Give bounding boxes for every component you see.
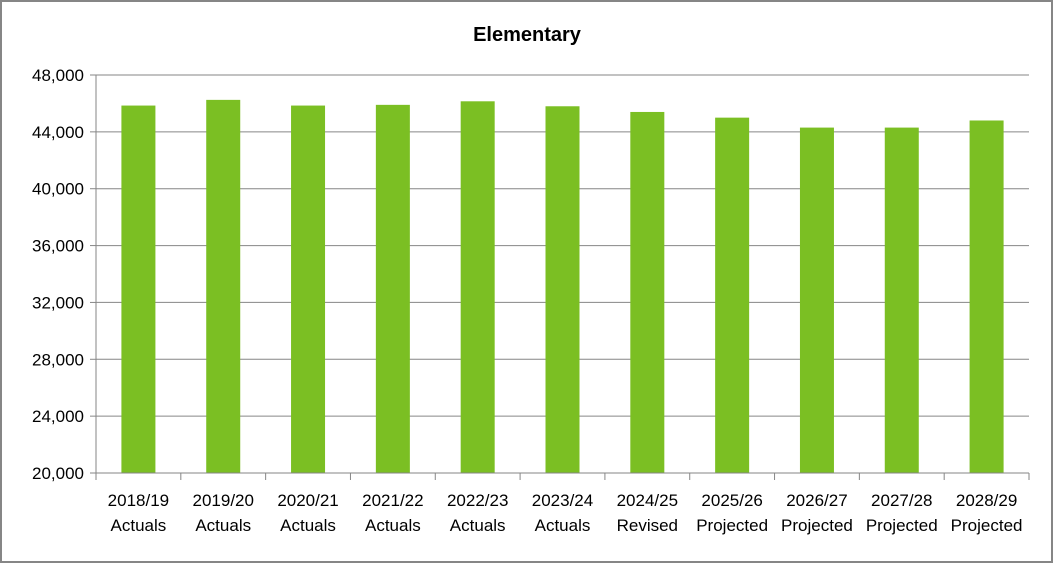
x-tick-label: 2026/27 xyxy=(786,491,847,510)
x-tick-label: Actuals xyxy=(280,516,336,535)
x-tick-label: Projected xyxy=(781,516,853,535)
x-axis-ticks: 2018/19 Actuals 2019/20 Actuals 2020/21 Actua… xyxy=(95,473,1030,535)
x-tick-label: Projected xyxy=(866,516,938,535)
y-axis-ticks: 20,000 24,000 28,000 32,000 36,000 40,000 44,0… xyxy=(32,66,96,483)
x-tick-label: 2019/20 xyxy=(193,491,254,510)
y-tick-label: 32,000 xyxy=(32,293,84,312)
bar xyxy=(375,104,410,473)
x-tick-label: Actuals xyxy=(365,516,421,535)
x-tick-label: Revised xyxy=(617,516,678,535)
bar xyxy=(799,127,834,473)
x-tick-label: Actuals xyxy=(111,516,167,535)
x-tick-label: 2025/26 xyxy=(701,491,762,510)
bar xyxy=(969,120,1004,473)
x-tick-label: Actuals xyxy=(195,516,251,535)
y-tick-label: 36,000 xyxy=(32,237,84,256)
y-tick-label: 48,000 xyxy=(32,66,84,85)
bar xyxy=(884,127,919,473)
x-tick-label: 2022/23 xyxy=(447,491,508,510)
y-tick-label: 28,000 xyxy=(32,350,84,369)
x-tick-label: 2020/21 xyxy=(277,491,338,510)
bars xyxy=(121,99,1004,474)
y-tick-label: 20,000 xyxy=(32,464,84,483)
x-tick-label: Projected xyxy=(951,516,1023,535)
chart-title: Elementary xyxy=(473,24,582,46)
axes xyxy=(95,75,1029,474)
x-tick-label: Projected xyxy=(696,516,768,535)
x-tick-label: Actuals xyxy=(450,516,506,535)
x-tick-label: 2024/25 xyxy=(617,491,678,510)
bar xyxy=(206,99,241,473)
bar xyxy=(291,105,326,473)
x-tick-label: 2018/19 xyxy=(108,491,169,510)
x-tick-label: 2028/29 xyxy=(956,491,1017,510)
bar xyxy=(630,111,665,473)
bar xyxy=(460,101,495,474)
x-tick-label: Actuals xyxy=(535,516,591,535)
x-tick-label: 2027/28 xyxy=(871,491,932,510)
x-tick-label: 2021/22 xyxy=(362,491,423,510)
bar xyxy=(121,105,156,473)
y-tick-label: 40,000 xyxy=(32,180,84,199)
y-tick-label: 44,000 xyxy=(32,123,84,142)
bar xyxy=(545,106,580,474)
bar xyxy=(715,117,750,474)
y-tick-label: 24,000 xyxy=(32,407,84,426)
x-tick-label: 2023/24 xyxy=(532,491,593,510)
